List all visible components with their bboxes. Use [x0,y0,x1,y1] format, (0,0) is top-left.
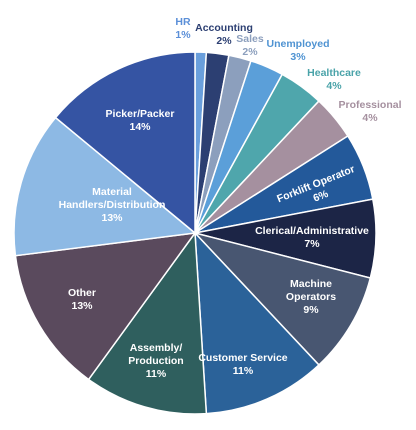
slice-value-sales: 2% [242,46,258,58]
slice-name-assembly-production: Assembly/ [130,342,183,354]
slice-name-customer-service: Customer Service [198,352,287,364]
pie-slice-machine-operators [192,231,372,367]
slice-name-accounting: Accounting [195,22,253,34]
slice-label-other: Other 13% [68,287,96,312]
slice-label-hr: HR 1% [175,16,191,41]
slice-value-material-handlers-distribution: 13% [101,212,123,224]
slice-label-professional: Professional 4% [338,99,401,124]
slice-label-accounting: Accounting 2% [195,22,253,47]
pie-slice-material-handlers-distribution [13,116,197,257]
slice-name-material-handlers-distribution: Material [92,186,132,198]
slice-label-material-handlers-distribution: Material Handlers/Distribution 13% [59,186,166,224]
slice-value-clerical-administrative: 7% [304,238,320,250]
pie-slices [13,51,377,415]
slice-value-picker-packer: 14% [129,121,151,133]
slice-label-sales: Sales 2% [236,33,264,58]
slice-value-customer-service: 11% [233,365,254,377]
slice-label-healthcare: Healthcare 4% [307,67,361,92]
slice-name-unemployed: Unemployed [266,38,329,50]
slice-value-healthcare: 4% [326,80,342,92]
slice-name-line2-material-handlers-distribution: Handlers/Distribution [59,199,166,211]
slice-value-other: 13% [71,300,93,312]
slice-name-line2-assembly-production: Production [128,355,183,367]
slice-name-line2-machine-operators: Operators [286,291,336,303]
slice-label-machine-operators: Machine Operators 9% [286,278,336,316]
slice-name-clerical-administrative: Clerical/Administrative [255,225,369,237]
pie-slice-other [14,232,197,381]
pie-slice-assembly-production [87,230,208,415]
slice-label-assembly-production: Assembly/Production 11% [128,342,183,380]
slice-name-machine-operators: Machine [290,278,332,290]
pie-slice-customer-service [194,230,320,415]
slice-label-clerical-administrative: Clerical/Administrative 7% [255,225,369,250]
slice-value-assembly-production: 11% [146,368,167,380]
slice-name-other: Other [68,287,96,299]
slice-value-machine-operators: 9% [303,304,319,316]
slice-name-picker-packer: Picker/Packer [106,108,175,120]
slice-label-unemployed: Unemployed 3% [266,38,329,63]
slice-value-forklift-operator: 6% [311,188,330,205]
slice-label-picker-packer: Picker/Packer 14% [106,108,175,133]
slice-value-hr: 1% [175,29,191,41]
slice-value-professional: 4% [362,112,378,124]
slice-value-accounting: 2% [216,35,232,47]
slice-name-healthcare: Healthcare [307,67,361,79]
slice-name-hr: HR [175,16,191,28]
slice-name-professional: Professional [338,99,401,111]
pie-slice-picker-packer [54,51,196,235]
slice-value-unemployed: 3% [290,51,306,63]
slice-name-sales: Sales [236,33,264,45]
slice-label-customer-service: Customer Service 11% [198,352,287,377]
